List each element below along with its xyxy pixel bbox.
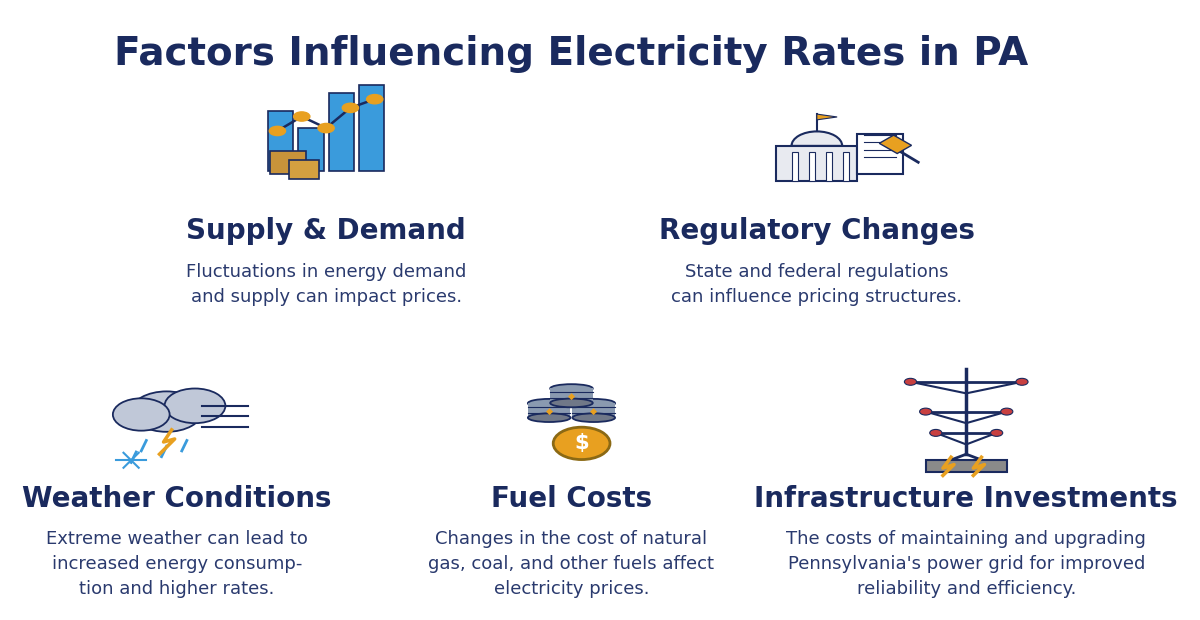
Circle shape <box>131 391 202 432</box>
Bar <box>550 389 593 403</box>
Circle shape <box>553 427 610 459</box>
Text: $: $ <box>575 433 589 453</box>
Bar <box>925 460 1007 472</box>
Text: Fluctuations in energy demand
and supply can impact prices.: Fluctuations in energy demand and supply… <box>186 263 467 306</box>
Bar <box>776 146 857 180</box>
Ellipse shape <box>572 414 616 422</box>
Bar <box>288 160 319 179</box>
Circle shape <box>367 95 383 104</box>
Text: Extreme weather can lead to
increased energy consump-
tion and higher rates.: Extreme weather can lead to increased en… <box>46 530 307 598</box>
Ellipse shape <box>528 414 570 422</box>
Circle shape <box>930 430 942 436</box>
Text: ◆: ◆ <box>546 407 553 416</box>
Circle shape <box>318 123 334 133</box>
Bar <box>329 94 354 171</box>
Bar <box>299 128 324 171</box>
Bar <box>844 152 850 180</box>
Text: Factors Influencing Electricity Rates in PA: Factors Influencing Electricity Rates in… <box>114 35 1028 73</box>
Text: Infrastructure Investments: Infrastructure Investments <box>755 485 1178 513</box>
Circle shape <box>905 378 917 385</box>
Circle shape <box>294 112 310 121</box>
Bar <box>809 152 815 180</box>
Bar <box>880 135 912 154</box>
Ellipse shape <box>550 399 593 407</box>
Circle shape <box>342 103 359 112</box>
Bar <box>792 152 798 180</box>
Text: The costs of maintaining and upgrading
Pennsylvania's power grid for improved
re: The costs of maintaining and upgrading P… <box>786 530 1146 598</box>
Circle shape <box>269 126 286 136</box>
Ellipse shape <box>528 399 570 407</box>
Polygon shape <box>817 114 838 120</box>
Bar <box>572 403 616 418</box>
Wedge shape <box>792 131 842 146</box>
Bar <box>359 85 384 171</box>
Ellipse shape <box>572 399 616 407</box>
Bar <box>268 111 293 171</box>
Bar <box>528 403 570 418</box>
Text: ◆: ◆ <box>590 407 598 416</box>
Circle shape <box>1016 378 1028 385</box>
Bar <box>826 152 832 180</box>
Text: State and federal regulations
can influence pricing structures.: State and federal regulations can influe… <box>671 263 962 306</box>
Text: Regulatory Changes: Regulatory Changes <box>659 217 974 245</box>
Text: ◆: ◆ <box>568 392 575 401</box>
Bar <box>857 134 904 174</box>
Circle shape <box>919 408 931 415</box>
Text: Changes in the cost of natural
gas, coal, and other fuels affect
electricity pri: Changes in the cost of natural gas, coal… <box>428 530 714 598</box>
Circle shape <box>113 398 169 431</box>
Circle shape <box>164 389 226 423</box>
Text: Supply & Demand: Supply & Demand <box>186 217 466 245</box>
Text: Weather Conditions: Weather Conditions <box>22 485 331 513</box>
Ellipse shape <box>550 384 593 393</box>
Bar <box>270 151 306 174</box>
Circle shape <box>1001 408 1013 415</box>
Circle shape <box>990 430 1003 436</box>
Text: Fuel Costs: Fuel Costs <box>491 485 652 513</box>
